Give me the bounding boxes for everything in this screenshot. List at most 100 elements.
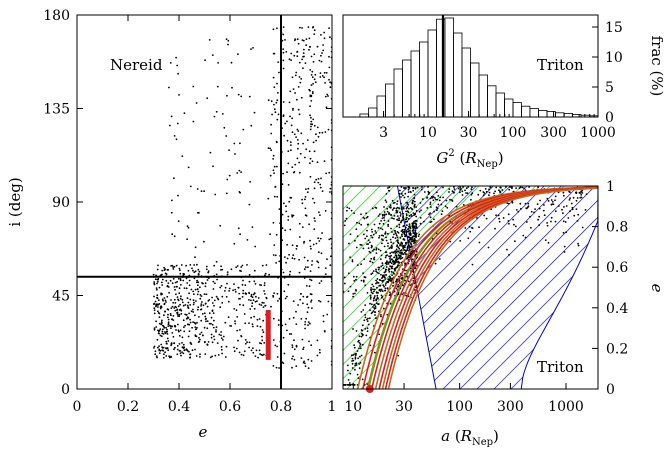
nereid-point (165, 355, 168, 357)
nereid-point (234, 288, 237, 291)
nereid-point (322, 44, 324, 46)
nereid-point (270, 149, 273, 152)
triton-point (580, 193, 583, 196)
nereid-point (281, 213, 284, 216)
nereid-point (205, 320, 207, 323)
triton-point (361, 378, 364, 381)
nereid-point (269, 147, 271, 150)
nereid-point (321, 52, 323, 54)
nereid-point (298, 61, 301, 64)
nereid-point (302, 142, 304, 145)
nereid-point (166, 337, 169, 340)
nereid-point (167, 318, 170, 321)
triton-point (387, 223, 389, 226)
nereid-point (188, 350, 190, 353)
triton-point (468, 225, 471, 228)
triton-point (354, 239, 356, 242)
triton-point (389, 277, 392, 279)
triton-point (360, 223, 363, 226)
nereid-point (192, 85, 195, 88)
nereid-point (212, 326, 215, 329)
nereid-point (156, 297, 159, 300)
nereid-point (185, 264, 188, 267)
nereid-point (172, 335, 175, 338)
nereid-point (277, 113, 280, 116)
nereid-point (312, 61, 315, 63)
nereid-point (197, 273, 200, 275)
nereid-point (180, 295, 182, 298)
nereid-point (310, 55, 313, 58)
triton-point (403, 224, 405, 227)
nereid-point (300, 96, 303, 99)
triton-point (402, 252, 404, 255)
nereid-point (235, 266, 238, 269)
nereid-point (170, 356, 173, 358)
nereid-point (182, 279, 185, 282)
nereid-point (278, 71, 280, 74)
nereid-point (199, 356, 201, 358)
nereid-point (325, 106, 328, 109)
nereid-point (219, 306, 222, 309)
triton-point (426, 207, 429, 209)
nereid-point (276, 165, 278, 168)
nereid-point (312, 243, 315, 246)
triton-point (408, 225, 411, 227)
nereid-point (228, 290, 231, 292)
nereid-point (178, 94, 180, 96)
nereid-point (164, 299, 167, 302)
nereid-point (153, 327, 156, 330)
nereid-point (319, 214, 321, 217)
triton-point (411, 258, 414, 261)
triton-point (379, 290, 382, 292)
nereid-point (272, 254, 275, 256)
triton-point (392, 236, 394, 239)
nereid-point (167, 269, 170, 271)
triton-point (408, 223, 411, 226)
nereid-point (309, 128, 312, 131)
triton-point (394, 250, 397, 253)
nereid-point (181, 301, 184, 304)
nereid-point (186, 297, 189, 300)
triton-point (349, 256, 351, 259)
triton-point (373, 288, 376, 291)
nereid-point (305, 148, 308, 151)
nereid-point (153, 295, 155, 298)
nereid-point (302, 52, 305, 54)
nereid-point (301, 39, 304, 41)
triton-point (385, 193, 388, 195)
nereid-point (201, 313, 204, 315)
triton-point (370, 273, 373, 275)
nereid-point (233, 346, 235, 349)
triton-point (398, 252, 401, 254)
triton-point (434, 262, 437, 265)
nereid-point (287, 219, 290, 221)
triton-point (361, 343, 364, 346)
triton-point (562, 220, 565, 223)
nereid-point (293, 348, 296, 351)
histogram-bar (521, 105, 531, 118)
histogram-bar (563, 113, 573, 118)
nereid-point (223, 126, 226, 129)
triton-point (356, 235, 359, 238)
triton-point (377, 268, 380, 271)
triton-point (576, 220, 579, 222)
nereid-point (194, 314, 196, 317)
triton-point (514, 240, 516, 243)
triton-point (442, 186, 444, 189)
triton-point (387, 232, 389, 235)
triton-point (482, 194, 485, 197)
triton-y-ticks: 00.20.40.60.81 (592, 179, 628, 398)
nereid-point (264, 293, 266, 295)
triton-point (419, 202, 422, 204)
triton-point (442, 196, 444, 199)
triton-point (412, 238, 414, 241)
nereid-point (176, 353, 179, 356)
nereid-point (293, 133, 296, 136)
nereid-y-tick-label: 90 (52, 195, 70, 211)
triton-point (365, 216, 368, 219)
nereid-point (171, 282, 174, 285)
nereid-point (298, 236, 301, 238)
nereid-point (197, 341, 200, 343)
triton-x-label: a (RNep) (441, 427, 499, 448)
